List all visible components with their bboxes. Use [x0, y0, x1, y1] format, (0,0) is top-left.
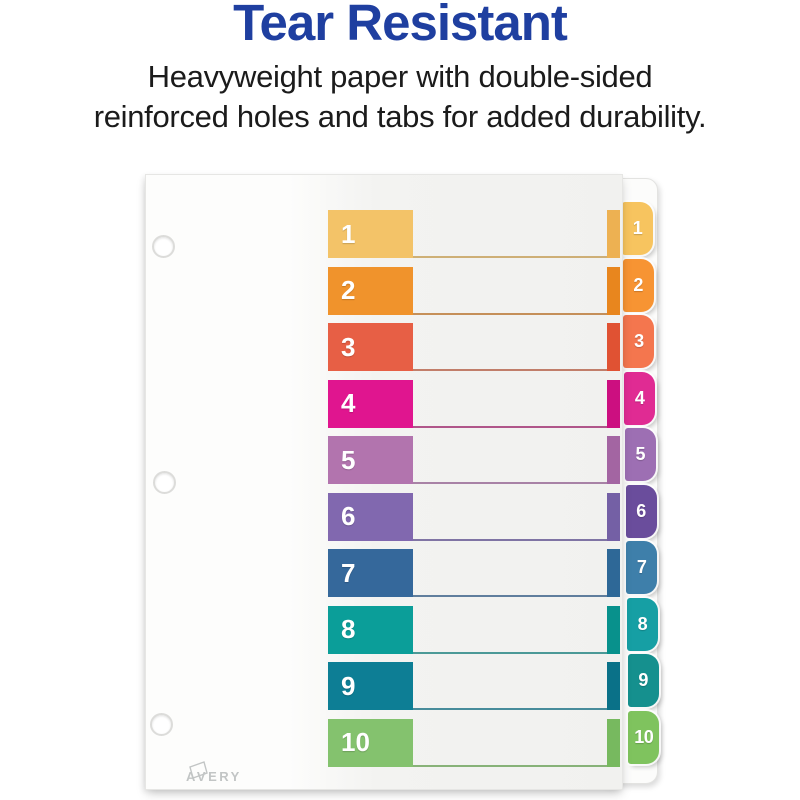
- row-underline: [408, 538, 607, 541]
- index-tab: 4: [624, 371, 656, 425]
- avery-logo: AVERY: [183, 758, 267, 788]
- row-underline: [408, 708, 607, 710]
- tab-number: 3: [634, 331, 644, 351]
- row-edge-strip: [607, 323, 620, 371]
- index-tab: 6: [625, 484, 657, 538]
- divider-row: 1: [328, 210, 622, 258]
- row-color-block: 7: [328, 549, 413, 597]
- row-color-block: 3: [328, 323, 413, 371]
- tab-number: 9: [638, 670, 648, 690]
- row-edge-strip: [607, 492, 620, 541]
- row-color-block: 6: [328, 492, 413, 541]
- row-color-block: 10: [328, 718, 413, 767]
- row-edge-strip: [607, 266, 620, 315]
- row-underline: [408, 482, 607, 484]
- subtitle-line-1: Heavyweight paper with double-sided: [147, 59, 653, 94]
- index-tab: 10: [628, 710, 660, 764]
- index-tab: 8: [626, 597, 658, 651]
- row-number: 5: [341, 444, 356, 475]
- row-underline: [408, 256, 607, 258]
- index-tab: 5: [624, 428, 656, 481]
- row-number: 4: [341, 388, 356, 418]
- row-number: 7: [341, 557, 356, 588]
- punch-hole-icon: [153, 471, 176, 494]
- row-underline: [408, 369, 607, 371]
- index-tab: 1: [622, 202, 653, 255]
- row-underline: [408, 595, 607, 597]
- row-number: 1: [341, 218, 356, 249]
- tab-number: 2: [633, 274, 643, 295]
- row-number: 8: [341, 614, 356, 644]
- subtitle-line-2: reinforced holes and tabs for added dura…: [93, 99, 707, 134]
- divider-row: 3: [328, 323, 622, 371]
- subtitle: Heavyweight paper with double-sided rein…: [0, 57, 800, 137]
- avery-flag-icon: [189, 761, 208, 779]
- row-number: 9: [341, 670, 356, 701]
- divider-row: 6: [328, 492, 622, 541]
- tab-number: 1: [632, 218, 643, 238]
- row-number: 10: [341, 727, 370, 757]
- row-edge-strip: [607, 379, 620, 428]
- row-number: 3: [341, 331, 356, 362]
- row-color-block: 5: [328, 436, 413, 484]
- punch-hole-icon: [150, 713, 173, 736]
- divider-row: 7: [328, 549, 622, 597]
- row-number: 6: [341, 501, 356, 531]
- tab-number: 6: [636, 500, 646, 521]
- row-underline: [408, 764, 607, 767]
- row-color-block: 1: [328, 210, 413, 258]
- row-edge-strip: [607, 718, 620, 767]
- brand-text: AVERY: [186, 769, 242, 784]
- divider-row: 8: [328, 605, 622, 654]
- index-tab: 9: [627, 654, 659, 707]
- row-underline: [408, 425, 607, 428]
- punch-hole-icon: [152, 235, 175, 258]
- divider-row: 4: [328, 379, 622, 428]
- divider-row: 2: [328, 266, 622, 315]
- tab-number: 4: [634, 387, 645, 408]
- index-tab: 7: [626, 541, 658, 594]
- tab-number: 7: [636, 557, 647, 577]
- row-color-block: 9: [328, 662, 413, 710]
- divider-row: 9: [328, 662, 622, 710]
- row-edge-strip: [607, 549, 620, 597]
- tab-number: 8: [637, 613, 648, 634]
- index-tab: 2: [622, 258, 654, 312]
- row-underline: [408, 312, 607, 315]
- tab-number: 10: [634, 726, 654, 747]
- divider-row: 10: [328, 718, 622, 767]
- row-underline: [408, 651, 607, 654]
- tab-number: 5: [635, 444, 646, 464]
- row-color-block: 8: [328, 605, 413, 654]
- row-edge-strip: [607, 605, 620, 654]
- divider-row: 5: [328, 436, 622, 484]
- page-title: Tear Resistant: [233, 0, 568, 51]
- row-edge-strip: [607, 662, 620, 710]
- index-tab: 3: [623, 315, 655, 368]
- row-color-block: 4: [328, 379, 413, 428]
- row-edge-strip: [607, 436, 620, 484]
- row-number: 2: [341, 275, 356, 305]
- row-edge-strip: [607, 210, 620, 258]
- row-color-block: 2: [328, 266, 413, 315]
